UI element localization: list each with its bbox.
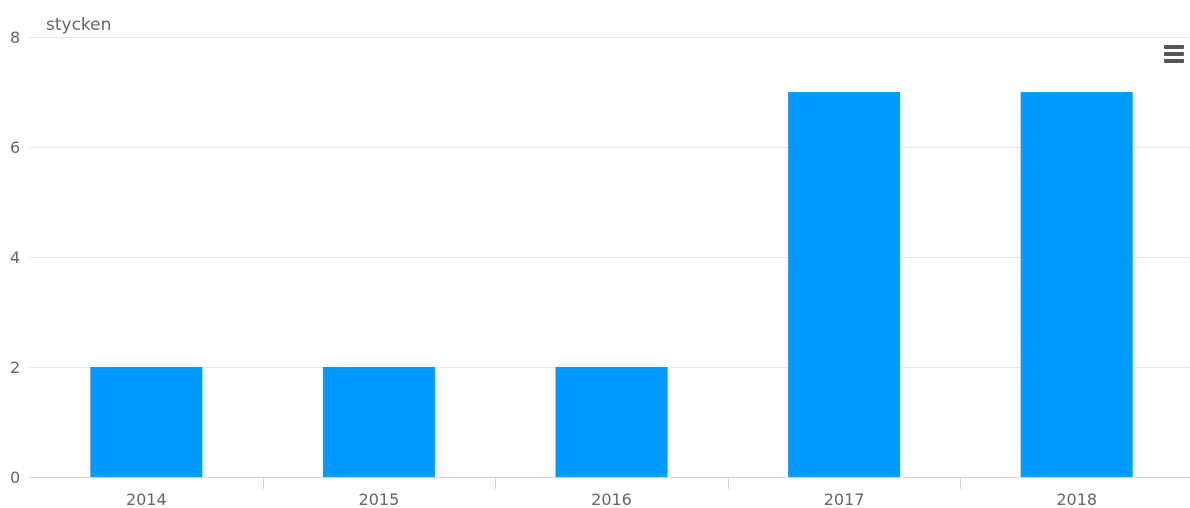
bar-2018[interactable] — [1020, 92, 1133, 477]
bar-2015[interactable] — [322, 367, 435, 477]
y-tick-label: 0 — [10, 468, 20, 487]
y-axis-label: stycken — [46, 15, 111, 35]
chart-menu-button[interactable] — [1160, 42, 1186, 68]
x-tick-label: 2017 — [824, 490, 865, 508]
hamburger-menu-icon — [1164, 45, 1184, 49]
bar-2016[interactable] — [555, 367, 668, 477]
gridlines — [29, 37, 1190, 368]
bars — [90, 92, 1133, 477]
y-tick-label: 2 — [10, 358, 20, 377]
y-tick-label: 4 — [10, 248, 20, 267]
hamburger-menu-icon-bar — [1164, 59, 1184, 63]
y-axis-ticks: 0 2 4 6 8 — [10, 28, 20, 487]
x-tick-label: 2014 — [126, 490, 167, 508]
bar-2014[interactable] — [90, 367, 203, 477]
y-tick-label: 6 — [10, 138, 20, 157]
hamburger-menu-icon-bar — [1164, 52, 1184, 56]
x-tick-label: 2015 — [359, 490, 400, 508]
bar-2017[interactable] — [788, 92, 901, 477]
x-tick-label: 2016 — [591, 490, 632, 508]
x-tick-label: 2018 — [1056, 490, 1097, 508]
x-axis: 2014 2015 2016 2017 2018 — [29, 477, 1190, 508]
y-tick-label: 8 — [10, 28, 20, 47]
